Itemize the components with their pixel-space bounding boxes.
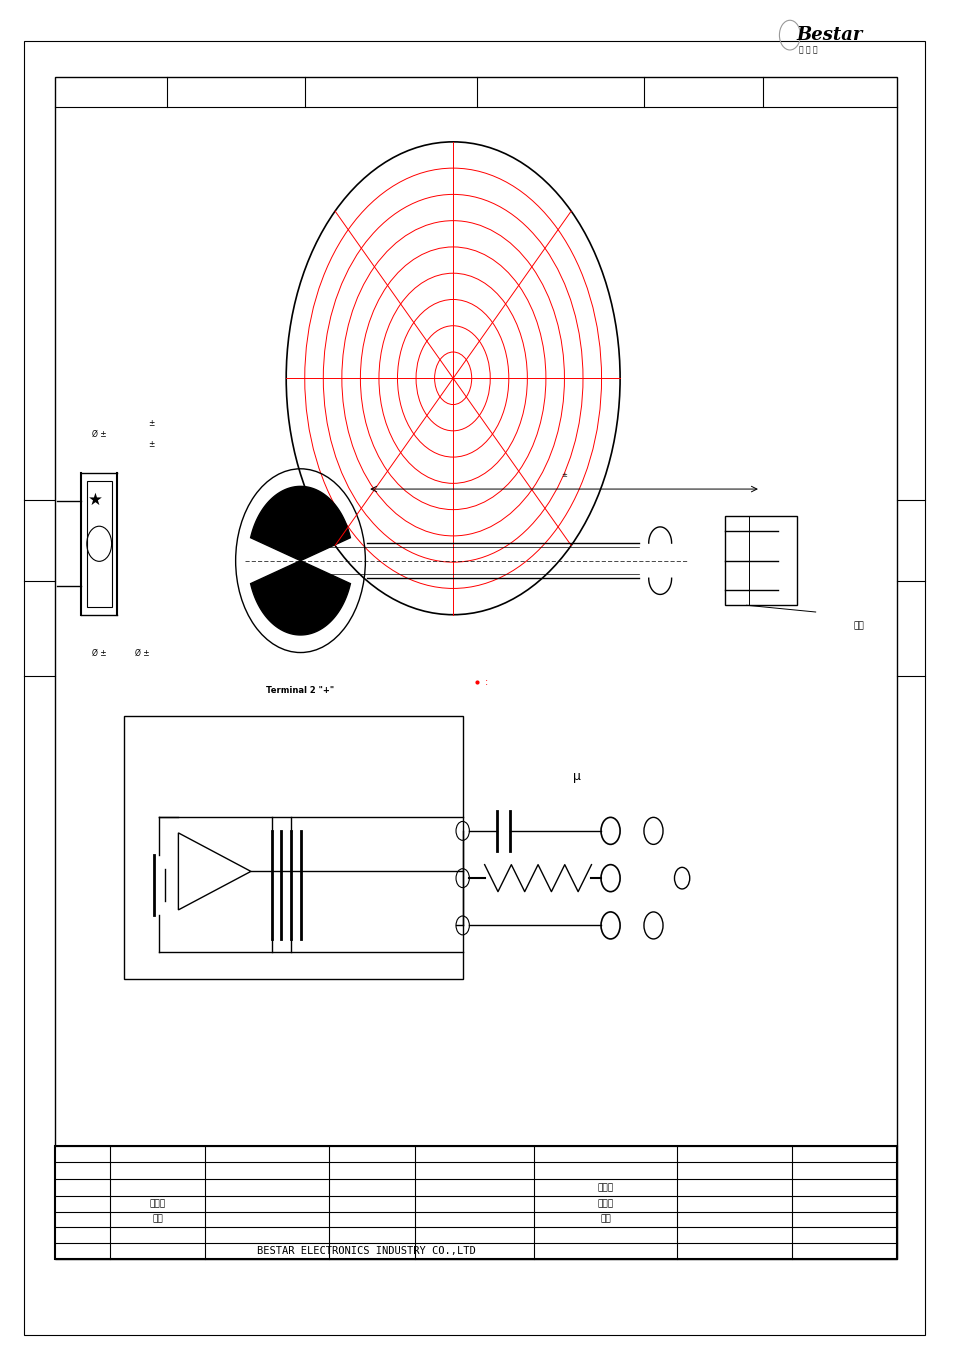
Polygon shape (251, 486, 350, 561)
Text: 正品: 正品 (853, 621, 863, 630)
Text: μ: μ (573, 770, 580, 784)
Bar (724, 516, 796, 605)
Text: 李红元: 李红元 (598, 1183, 613, 1192)
Bar (55, 1146, 896, 1259)
Text: 徐波: 徐波 (599, 1215, 611, 1224)
Text: Bestar: Bestar (796, 26, 862, 45)
Text: 陶红仲: 陶红仲 (598, 1200, 613, 1208)
Text: BESTAR ELECTRONICS INDUSTRY CO.,LTD: BESTAR ELECTRONICS INDUSTRY CO.,LTD (256, 1246, 476, 1256)
Text: ★: ★ (88, 490, 103, 509)
Text: 王丽帙: 王丽帙 (150, 1200, 165, 1208)
Text: :: : (484, 677, 487, 688)
Bar (55, 77, 896, 1259)
Bar (87, 481, 112, 607)
Text: Ø ±: Ø ± (91, 430, 107, 439)
Text: Ø ±: Ø ± (91, 648, 107, 658)
Bar (124, 716, 462, 979)
Text: 博 士 达: 博 士 达 (799, 46, 818, 54)
Polygon shape (251, 561, 350, 635)
Text: Terminal 2 "+": Terminal 2 "+" (266, 686, 335, 696)
Text: ±: ± (149, 419, 154, 428)
Text: 徐波: 徐波 (152, 1215, 163, 1224)
Text: ±: ± (560, 473, 566, 478)
Text: Ø ±: Ø ± (134, 648, 150, 658)
Text: ±: ± (149, 439, 154, 449)
